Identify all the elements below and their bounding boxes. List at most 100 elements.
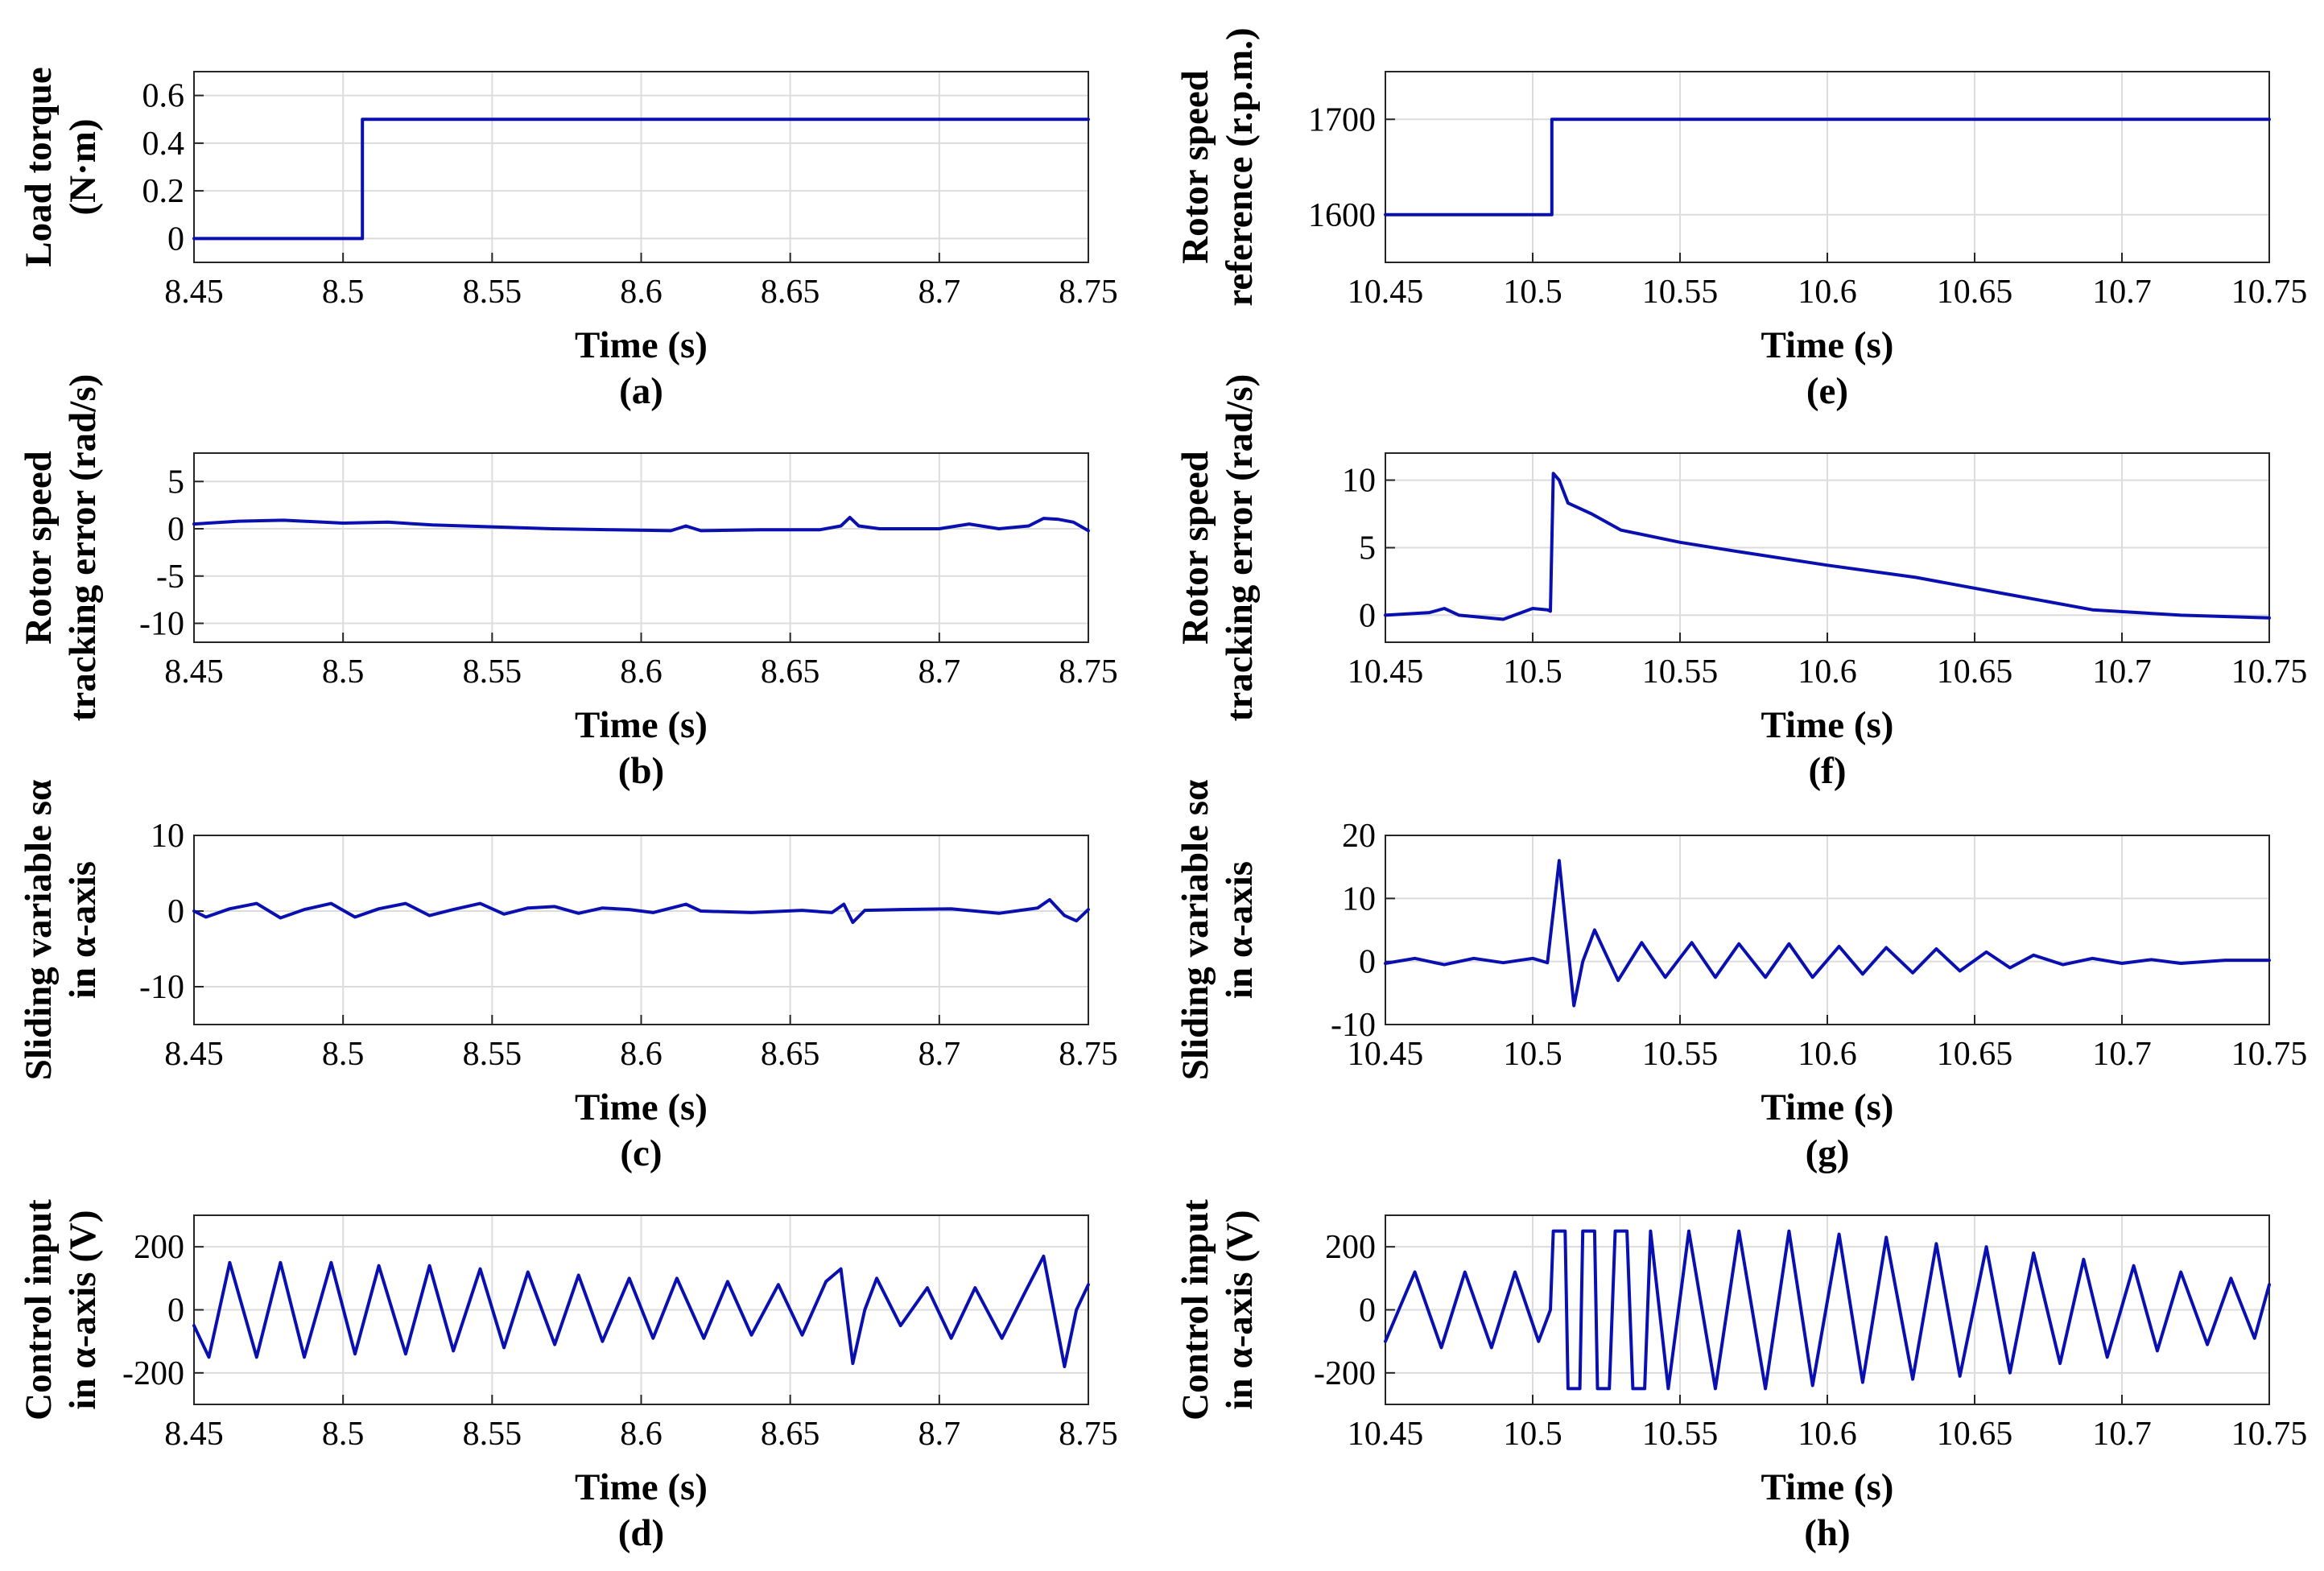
- y-axis-label-line: (N·m): [62, 118, 104, 215]
- x-tick-label: 8.6: [620, 654, 663, 691]
- x-tick-label: 8.5: [322, 1416, 365, 1453]
- y-axis-label-line: in α-axis: [62, 861, 104, 999]
- y-tick-label: -10: [1331, 1007, 1376, 1044]
- panel-caption: (d): [618, 1512, 664, 1554]
- x-tick-label: 10.6: [1798, 274, 1857, 311]
- y-axis-label-line: Rotor speed: [1174, 70, 1216, 264]
- x-axis-label: Time (s): [575, 324, 708, 366]
- x-tick-label: 10.65: [1937, 1416, 2013, 1453]
- x-tick-label: 8.75: [1059, 1416, 1118, 1453]
- panel-h: 10.45 10.5 10.55 10.6 10.65 10.7 10.75 -200 0 200…: [1174, 1199, 2307, 1554]
- series-line: [192, 515, 1090, 533]
- x-tick-label: 8.75: [1059, 654, 1118, 691]
- x-tick-label: 8.5: [322, 1036, 365, 1073]
- y-tick-label: 5: [167, 464, 184, 501]
- panel-caption: (g): [1806, 1132, 1850, 1174]
- y-tick-label: 0.6: [142, 78, 185, 115]
- x-axis-label: Time (s): [1761, 324, 1894, 366]
- x-tick-label: 10.75: [2231, 1416, 2308, 1453]
- panel-c: 8.45 8.5 8.55 8.6 8.65 8.7 8.75 -10 0 10 Time (s)(…: [18, 780, 1118, 1174]
- y-axis-label-line: reference (r.p.m.): [1219, 27, 1261, 306]
- panel-d: 8.45 8.5 8.55 8.6 8.65 8.7 8.75 -200 0 200 Time (s…: [18, 1199, 1118, 1554]
- y-tick-label: -200: [122, 1355, 184, 1392]
- y-tick-label: 200: [134, 1229, 184, 1266]
- series-line: [192, 118, 1090, 241]
- x-tick-label: 8.6: [620, 1416, 663, 1453]
- y-axis-label-line: tracking error (rad/s): [62, 374, 104, 722]
- y-axis-label-line: Sliding variable sα: [1174, 780, 1216, 1081]
- x-tick-label: 10.55: [1642, 1416, 1719, 1453]
- panel-caption: (a): [619, 370, 663, 412]
- x-axis-label: Time (s): [1761, 1087, 1894, 1128]
- series-line: [1384, 118, 2271, 216]
- x-tick-label: 10.45: [1348, 1416, 1424, 1453]
- y-axis-label-line: Rotor speed: [1174, 451, 1216, 645]
- x-tick-label: 8.5: [322, 274, 365, 311]
- x-tick-label: 8.5: [322, 654, 365, 691]
- y-tick-label: 0.4: [142, 126, 185, 163]
- y-axis-label-line: tracking error (rad/s): [1219, 374, 1261, 722]
- x-tick-label: 10.7: [2092, 654, 2152, 691]
- panel-caption: (b): [618, 750, 664, 792]
- y-tick-label: 10: [1342, 463, 1376, 500]
- x-axis-label: Time (s): [1761, 704, 1894, 746]
- series-line: [192, 1254, 1090, 1368]
- x-tick-label: 10.45: [1348, 654, 1424, 691]
- x-axis-label: Time (s): [575, 704, 708, 746]
- series-line: [1384, 1229, 2271, 1391]
- panel-f: 10.45 10.5 10.55 10.6 10.65 10.7 10.75 0 5 10 Time…: [1174, 374, 2307, 792]
- y-tick-label: 5: [1359, 530, 1376, 567]
- panel-caption: (h): [1804, 1512, 1850, 1554]
- x-tick-label: 8.75: [1059, 274, 1118, 311]
- y-tick-label: 0: [167, 221, 184, 258]
- y-tick-label: -10: [139, 606, 184, 643]
- x-tick-label: 8.65: [761, 274, 820, 311]
- x-tick-label: 8.6: [620, 274, 663, 311]
- series-line: [1384, 859, 2271, 1008]
- x-tick-label: 10.45: [1348, 274, 1424, 311]
- y-tick-label: -5: [156, 559, 184, 596]
- y-axis-label-line: in α-axis: [1219, 861, 1261, 999]
- y-axis-label-line: Control input: [18, 1199, 60, 1420]
- x-tick-label: 8.6: [620, 1036, 663, 1073]
- y-axis-label-line: Rotor speed: [18, 451, 60, 645]
- panel-g: 10.45 10.5 10.55 10.6 10.65 10.7 10.75 -10 0 10 20…: [1174, 780, 2307, 1174]
- x-tick-label: 8.65: [761, 654, 820, 691]
- x-tick-label: 8.7: [918, 1416, 961, 1453]
- y-axis-label-line: Load torque: [18, 67, 60, 267]
- y-tick-label: 0: [167, 1293, 184, 1330]
- x-tick-label: 10.65: [1937, 654, 2013, 691]
- y-tick-label: -10: [139, 969, 184, 1006]
- panel-caption: (c): [620, 1132, 662, 1174]
- x-tick-label: 10.75: [2231, 274, 2308, 311]
- x-tick-label: 8.7: [918, 654, 961, 691]
- x-tick-label: 10.7: [2092, 1416, 2152, 1453]
- panel-a: 8.45 8.5 8.55 8.6 8.65 8.7 8.75 0 0.2 0.4 0.6 Time …: [18, 67, 1118, 412]
- x-tick-label: 10.65: [1937, 274, 2013, 311]
- y-tick-label: 20: [1342, 818, 1376, 855]
- x-axis-label: Time (s): [575, 1466, 708, 1508]
- x-tick-label: 10.6: [1798, 1036, 1857, 1073]
- x-tick-label: 8.55: [463, 1416, 522, 1453]
- x-tick-label: 8.65: [761, 1036, 820, 1073]
- series-line: [1384, 472, 2271, 621]
- y-tick-label: 1600: [1308, 197, 1376, 234]
- x-tick-label: 8.75: [1059, 1036, 1118, 1073]
- y-axis-label-line: Sliding variable sα: [18, 780, 60, 1081]
- panel-caption: (f): [1809, 750, 1847, 792]
- x-tick-label: 8.55: [463, 274, 522, 311]
- x-tick-label: 8.7: [918, 274, 961, 311]
- x-tick-label: 10.6: [1798, 1416, 1857, 1453]
- panel-caption: (e): [1806, 370, 1848, 412]
- x-tick-label: 8.45: [164, 654, 224, 691]
- y-tick-label: 0: [1359, 944, 1376, 981]
- y-tick-label: 0: [1359, 1293, 1376, 1330]
- y-axis-label-line: in α-axis (V): [1219, 1210, 1261, 1409]
- x-axis-label: Time (s): [575, 1087, 708, 1128]
- y-tick-label: 0: [1359, 597, 1376, 634]
- y-tick-label: 1700: [1308, 101, 1376, 138]
- x-tick-label: 8.45: [164, 1036, 224, 1073]
- x-tick-label: 10.75: [2231, 1036, 2308, 1073]
- series-line: [192, 897, 1090, 925]
